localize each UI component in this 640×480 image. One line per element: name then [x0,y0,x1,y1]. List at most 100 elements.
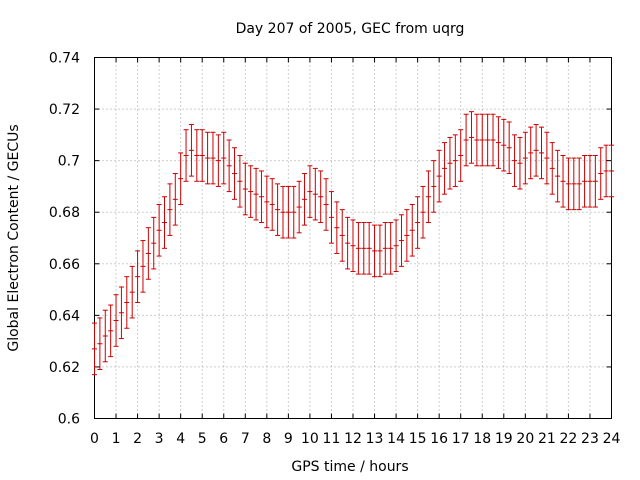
error-bar-60 [415,196,421,249]
error-bar-76 [501,118,507,172]
x-tick-label-2: 2 [133,431,142,447]
error-bar-84 [544,131,550,185]
error-bar-92 [587,154,593,208]
error-bar-20 [199,129,205,182]
error-bar-94 [598,147,604,200]
error-bar-12 [156,203,162,257]
error-bar-95 [603,144,609,198]
error-bar-63 [431,160,437,213]
error-bar-9 [140,240,146,293]
error-bar-10 [145,227,151,280]
error-bar-71 [474,113,480,167]
x-tick-label-15: 15 [409,431,427,447]
x-tick-label-12: 12 [344,431,362,447]
x-tick-label-1: 1 [112,431,121,447]
error-bar-61 [420,185,426,239]
y-tick-label-0.74: 0.74 [49,51,80,67]
error-bar-35 [280,185,286,239]
x-axis-label: GPS time / hours [291,459,408,475]
error-bar-73 [485,113,491,167]
error-bar-68 [458,129,464,182]
x-tick-label-24: 24 [603,431,621,447]
x-tick-label-13: 13 [366,431,384,447]
x-tick-label-0: 0 [90,431,99,447]
x-tick-label-5: 5 [198,431,207,447]
error-bar-34 [275,183,281,236]
error-bar-44 [328,191,334,244]
error-bar-28 [242,162,248,216]
x-tick-label-7: 7 [241,431,250,447]
error-bar-1 [97,317,103,371]
error-bar-32 [264,175,270,229]
error-bar-25 [226,139,232,193]
error-bar-2 [102,309,108,363]
y-tick-label-0.66: 0.66 [49,257,80,273]
error-bar-41 [312,167,318,221]
error-bar-62 [425,170,431,224]
error-bar-19 [194,129,200,182]
x-tick-label-3: 3 [155,431,164,447]
error-bar-78 [512,134,518,187]
error-bar-39 [302,173,308,226]
x-tick-label-17: 17 [452,431,470,447]
error-bar-38 [296,180,302,234]
error-bar-86 [555,149,561,203]
error-bar-81 [528,126,534,180]
error-bar-5 [118,286,124,340]
error-bar-53 [377,224,383,278]
error-bar-21 [205,131,211,185]
x-axis-tick-labels: 0 1 2 3 4 5 6 7 8 9 10 11 12 13 14 15 16 17 18 19 20 21 22 23 24 [90,431,620,447]
error-bar-85 [549,142,555,195]
error-bar-7 [129,265,135,319]
error-bar-27 [237,154,243,208]
error-bar-22 [210,131,216,185]
error-bar-13 [162,196,168,249]
error-bar-66 [447,136,453,190]
error-bar-51 [366,222,372,275]
error-bar-59 [409,203,415,257]
error-bar-14 [167,183,173,236]
error-bar-96 [609,144,614,198]
error-bar-52 [372,224,378,278]
x-tick-label-9: 9 [284,431,293,447]
error-bar-0 [92,322,97,376]
x-tick-label-20: 20 [516,431,534,447]
y-tick-label-0.62: 0.62 [49,360,80,376]
error-bar-36 [285,185,291,239]
gec-series [92,111,614,376]
error-bar-48 [350,219,356,273]
error-bar-90 [576,157,582,211]
error-bar-74 [490,113,496,167]
error-bar-11 [151,216,157,270]
error-bar-54 [382,222,388,275]
error-bar-31 [258,170,264,224]
x-tick-label-16: 16 [430,431,448,447]
error-bar-24 [221,131,227,185]
y-axis-label: Global Electron Content / GECUs [6,124,22,351]
y-tick-label-0.72: 0.72 [49,102,80,118]
y-tick-label-0.68: 0.68 [49,205,80,221]
error-bar-15 [172,173,178,226]
error-bar-43 [323,178,329,231]
error-bar-69 [463,113,469,167]
x-tick-label-23: 23 [581,431,599,447]
error-bar-42 [318,170,324,224]
error-bar-77 [506,121,512,175]
y-axis-tick-labels: 0.6 0.62 0.64 0.66 0.68 0.7 0.72 0.74 [49,51,80,428]
error-bar-30 [253,167,259,221]
error-bar-70 [468,111,474,164]
error-bar-46 [339,209,345,262]
error-bar-17 [183,129,189,182]
error-bar-57 [398,214,404,267]
x-tick-label-4: 4 [176,431,185,447]
axis-ticks [94,57,612,419]
error-bar-26 [232,147,238,200]
error-bar-50 [361,222,367,275]
error-bar-67 [452,134,458,187]
error-bar-58 [404,209,410,262]
error-bar-65 [442,142,448,195]
error-bar-47 [345,216,351,270]
error-bar-18 [188,124,194,177]
x-tick-label-18: 18 [473,431,491,447]
